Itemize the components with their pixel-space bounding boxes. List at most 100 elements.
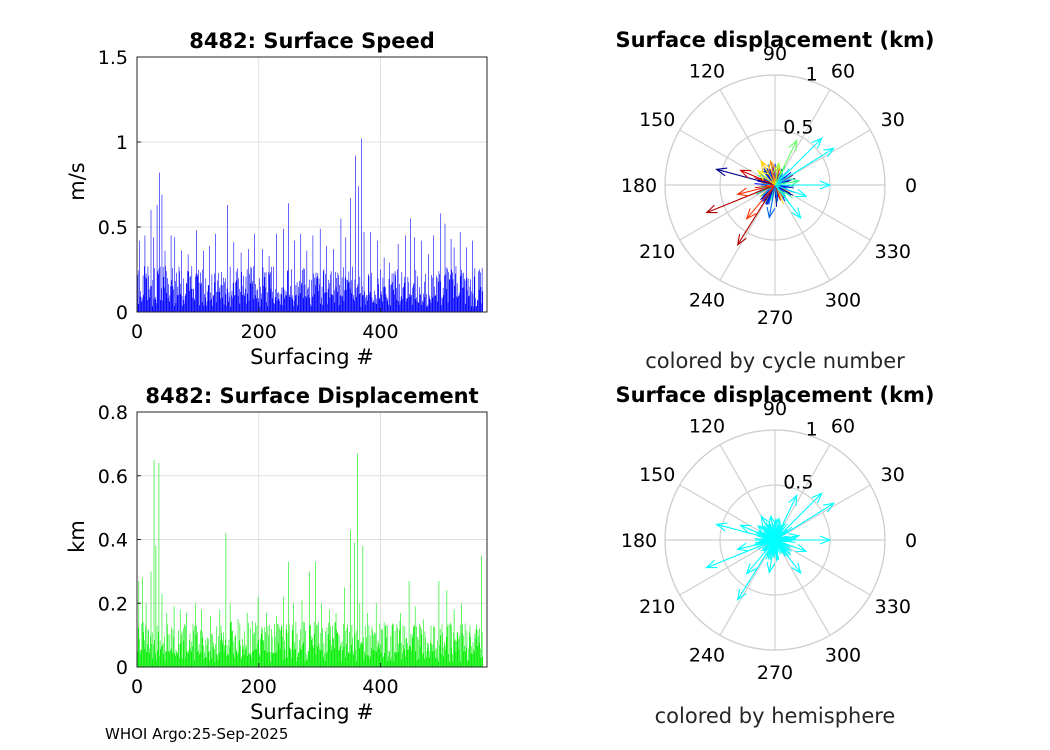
polar-subtitle: colored by cycle number (645, 349, 905, 373)
y-tick-label: 0.6 (98, 466, 128, 488)
displacement-arrow (768, 184, 776, 218)
displacement-arrow (774, 137, 823, 186)
y-axis-label: m/s (65, 162, 89, 200)
arrow-head (791, 562, 802, 575)
arrow-head (823, 147, 836, 158)
displacement-arrow (757, 525, 776, 541)
arrow-head (766, 561, 776, 574)
arrow-head (745, 208, 757, 220)
chart-title: 8482: Surface Speed (189, 29, 435, 53)
polar-spoke (774, 539, 831, 636)
arrow-head (811, 137, 823, 149)
radial-tick-label: 1 (806, 418, 818, 440)
arrow-head (772, 161, 782, 174)
y-axis-label: km (65, 520, 89, 553)
arrow-head (791, 207, 802, 220)
polar-spoke (679, 184, 776, 241)
arrow-head (811, 492, 823, 504)
angle-label: 240 (689, 644, 725, 666)
y-tick-label: 0.8 (98, 402, 128, 424)
displacement-arrow (774, 535, 799, 541)
arrow-head (715, 522, 728, 532)
x-tick-label: 200 (241, 321, 277, 343)
y-tick-label: 1 (116, 132, 128, 154)
angle-label: 300 (825, 644, 861, 666)
chart-title: 8482: Surface Displacement (145, 384, 478, 408)
polar-spoke (774, 184, 831, 281)
y-tick-label: 0 (116, 302, 128, 324)
arrow-head (819, 535, 832, 545)
arrow-head (819, 180, 832, 190)
polar-spoke (719, 184, 776, 281)
angle-label: 30 (881, 464, 905, 486)
arrow-head (757, 524, 769, 536)
angle-label: 270 (757, 307, 793, 329)
angle-label: 150 (639, 464, 675, 486)
arrow-head (788, 494, 798, 507)
displacement-arrow (774, 147, 835, 186)
arrow-head (768, 159, 777, 172)
displacement-arrow (770, 516, 776, 541)
footer-credit: WHOI Argo:25-Sep-2025 (105, 725, 289, 743)
polar-spoke (679, 539, 776, 596)
angle-label: 210 (639, 241, 675, 263)
polar-title: Surface displacement (km) (615, 383, 934, 407)
angle-label: 270 (757, 662, 793, 684)
displacement-arrow (737, 184, 776, 245)
displacement-arrow (774, 163, 780, 186)
displacement-line (774, 184, 781, 201)
angle-label: 30 (881, 109, 905, 131)
displacement-arrow (774, 140, 798, 186)
displacement-arrow (774, 184, 807, 197)
arrow-head (788, 178, 801, 187)
arrow-head (823, 502, 836, 513)
angle-label: 90 (763, 43, 787, 65)
surface-speed-chart: 0 200 400 0 0.5 1 1.5 8482: Surface Speed Surfac… (65, 29, 488, 369)
arrow-head (795, 188, 808, 198)
displacement-arrow (737, 184, 776, 195)
angle-label: 60 (831, 416, 855, 438)
x-tick-label: 200 (241, 676, 277, 698)
x-tick-label: 0 (131, 321, 143, 343)
polar-subtitle: colored by hemisphere (655, 704, 896, 728)
arrow-head (739, 169, 752, 179)
angle-label: 210 (639, 596, 675, 618)
polar-spoke (774, 539, 871, 596)
displacement-arrow (770, 161, 776, 186)
angle-label: 330 (875, 596, 911, 618)
arrow-head (736, 234, 747, 246)
displacement-line (760, 539, 776, 552)
arrow-head (705, 559, 718, 569)
displacement-arrow (768, 539, 776, 573)
angle-label: 240 (689, 289, 725, 311)
radial-tick-label: 1 (806, 63, 818, 85)
arrow-head (715, 167, 728, 177)
polar-displacement-hemisphere-chart: 0 30 60 90 120 150 180 210 240 270 300 330 0.5 1 Surfa… (615, 383, 934, 728)
displacement-arrow (774, 539, 802, 574)
radial-tick-label: 0.5 (783, 117, 813, 139)
x-tick-label: 0 (131, 676, 143, 698)
angle-label: 150 (639, 109, 675, 131)
y-tick-label: 0 (116, 657, 128, 679)
polar-spoke (774, 484, 871, 541)
arrow-head (795, 543, 808, 553)
displacement-arrow (740, 524, 776, 541)
displacement-arrow (740, 169, 776, 186)
angle-label: 120 (689, 61, 725, 83)
arrow-head (760, 159, 771, 172)
displacement-arrow (746, 539, 776, 575)
displacement-arrow (774, 492, 823, 541)
arrow-head (745, 563, 757, 575)
displacement-arrow (716, 168, 776, 186)
displacement-arrow (774, 180, 799, 186)
displacement-arrow (737, 539, 776, 600)
angle-label: 90 (763, 398, 787, 420)
arrow-head (736, 589, 747, 601)
y-tick-label: 0.2 (98, 593, 128, 615)
angle-label: 60 (831, 61, 855, 83)
angle-label: 0 (905, 175, 917, 197)
y-tick-label: 1.5 (98, 47, 128, 69)
arrow-head (766, 206, 776, 219)
y-tick-label: 0.5 (98, 217, 128, 239)
